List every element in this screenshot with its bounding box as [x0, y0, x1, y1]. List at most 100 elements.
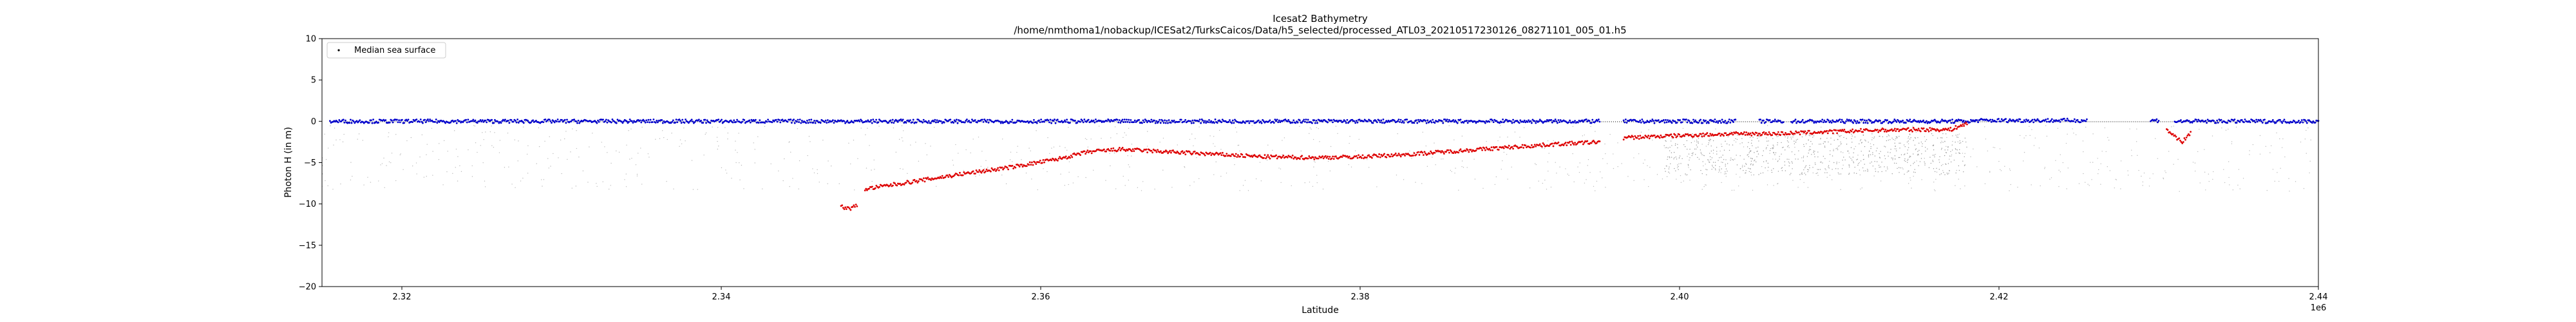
noise-photon [1738, 185, 1739, 187]
data-point [2188, 134, 2191, 137]
noise-photon [1745, 170, 1747, 171]
noise-photon [1958, 133, 1960, 135]
data-point [1214, 118, 1217, 120]
data-point [1989, 118, 1992, 121]
data-point [1363, 120, 1365, 122]
noise-photon [1963, 171, 1964, 173]
data-point [1413, 152, 1416, 155]
data-point [1726, 122, 1728, 124]
data-point [800, 122, 802, 124]
data-point [1128, 118, 1130, 121]
data-point [943, 121, 945, 124]
data-point [732, 121, 734, 124]
noise-photon [918, 160, 920, 162]
data-point [1773, 131, 1776, 134]
noise-photon [1723, 159, 1725, 160]
noise-photon [663, 137, 665, 138]
noise-photon [1692, 153, 1694, 155]
noise-photon [1785, 170, 1786, 171]
data-point [1470, 149, 1472, 151]
noise-photon [1750, 142, 1752, 144]
noise-photon [2304, 138, 2306, 140]
data-point [805, 122, 808, 124]
data-point [909, 119, 911, 122]
data-point [941, 122, 943, 124]
noise-photon [415, 162, 417, 164]
data-point [532, 119, 535, 122]
noise-photon [1403, 179, 1405, 180]
data-point [1658, 137, 1661, 139]
noise-photon [1590, 126, 1591, 128]
noise-photon [1473, 158, 1475, 160]
noise-photon [1633, 157, 1634, 158]
data-point [1399, 154, 1401, 156]
data-point [1670, 133, 1672, 136]
data-point [887, 122, 890, 124]
data-point [1746, 133, 1748, 136]
data-point [1291, 155, 1294, 156]
data-point [357, 120, 360, 122]
data-point [1248, 122, 1251, 124]
noise-photon [1944, 141, 1946, 142]
data-point [1235, 153, 1237, 155]
data-point [1129, 148, 1131, 151]
data-point [1703, 135, 1705, 137]
data-point [340, 120, 343, 122]
noise-photon [1756, 156, 1757, 158]
data-point [1122, 121, 1125, 123]
noise-photon [2211, 135, 2213, 137]
noise-photon [1714, 165, 1716, 166]
data-point [1241, 153, 1244, 156]
data-point [1003, 167, 1005, 169]
noise-photon [1777, 160, 1779, 162]
data-point [1965, 121, 1967, 124]
data-point [1035, 163, 1037, 166]
data-point [790, 118, 792, 120]
data-point [1321, 120, 1323, 123]
data-point [605, 118, 607, 121]
data-point [1381, 122, 1383, 124]
data-point [1276, 118, 1278, 121]
noise-photon [871, 180, 873, 182]
noise-photon [1913, 171, 1915, 173]
data-point [2271, 120, 2273, 123]
data-point [1361, 154, 1364, 156]
data-point [987, 121, 990, 124]
noise-photon [1643, 179, 1645, 180]
noise-photon [1833, 133, 1835, 135]
data-point [2275, 122, 2277, 124]
data-point [2302, 121, 2304, 124]
noise-photon [1958, 169, 1960, 171]
data-point [1790, 130, 1792, 133]
noise-photon [1859, 169, 1861, 171]
data-point [1716, 120, 1718, 122]
noise-photon [1668, 171, 1669, 173]
data-point [1059, 156, 1061, 158]
data-point [375, 120, 377, 123]
data-point [1307, 118, 1309, 121]
data-point [1832, 132, 1834, 135]
data-point [620, 120, 623, 123]
data-point [687, 122, 690, 124]
data-point [779, 121, 782, 124]
noise-photon [1710, 138, 1712, 140]
data-point [632, 122, 634, 124]
data-point [649, 121, 650, 124]
plot-area [321, 38, 2320, 287]
data-point [1539, 143, 1541, 146]
data-point [1790, 131, 1793, 134]
data-point [1846, 118, 1848, 120]
data-point [1352, 156, 1355, 159]
data-point [2193, 120, 2195, 122]
noise-photon [1669, 157, 1671, 158]
noise-photon [1904, 160, 1905, 162]
data-point [843, 120, 846, 122]
data-point [656, 121, 659, 124]
data-point [1535, 122, 1537, 124]
data-point [1164, 151, 1166, 153]
data-point [1399, 120, 1401, 123]
data-point [1953, 122, 1956, 124]
noise-photon [2288, 178, 2289, 179]
noise-photon [1952, 135, 1953, 137]
data-point [2157, 120, 2160, 122]
